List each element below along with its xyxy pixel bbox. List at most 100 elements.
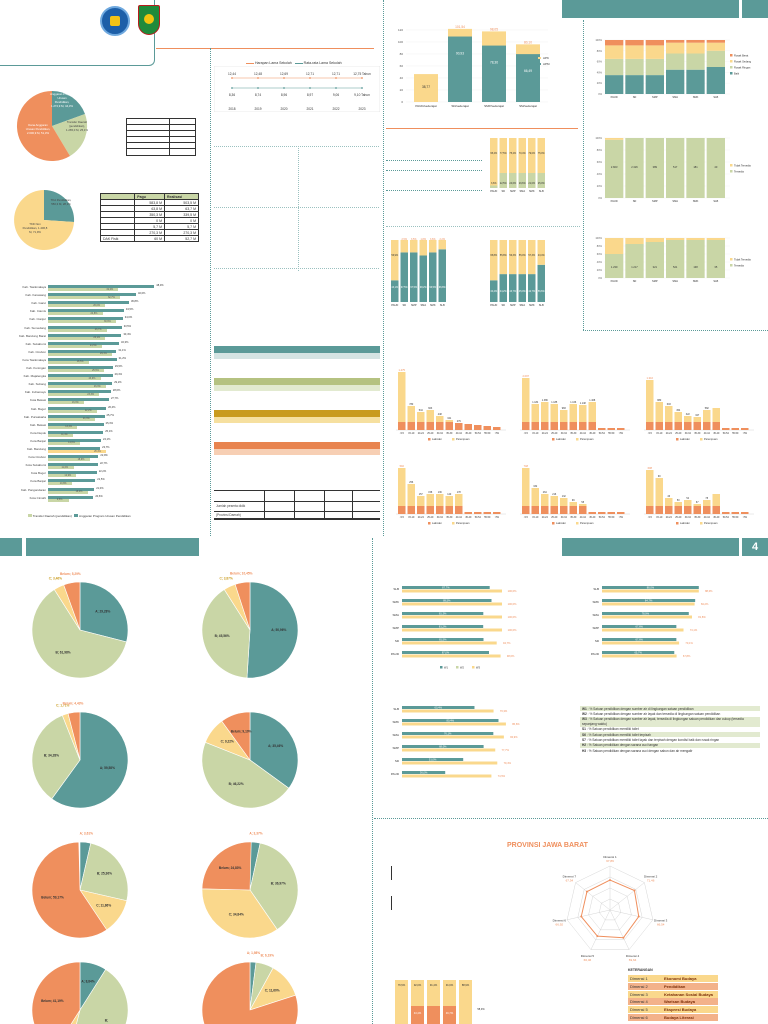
age-bar-male	[741, 428, 749, 430]
hbar-bar-a	[48, 466, 74, 470]
age-chart-5: <15 15-19 20-24 25-29 30-34 35-39 40-44 45-49 50…	[520, 464, 630, 525]
mini-bar-label: 43,4%	[414, 1011, 422, 1015]
hbar-bar-b	[48, 455, 99, 459]
peak-label: 2.097	[523, 374, 530, 378]
segment-label: 40	[714, 165, 717, 169]
age-bar-female	[646, 380, 654, 430]
age-bar-male	[655, 422, 663, 430]
hbar-value-a: 18,9%	[77, 457, 85, 461]
keterangan-desc: Ketahanan Sosial Budaya	[664, 991, 713, 997]
radar-point	[585, 890, 588, 893]
radar-dim-label: Dimensi 7	[563, 875, 577, 879]
hbar-value-b: 36,8%	[130, 300, 139, 304]
legend-swatch	[456, 666, 459, 669]
category-label: SD	[633, 199, 637, 203]
age-tick: 45-49	[589, 432, 596, 435]
segment-label: 521	[673, 265, 678, 269]
hbar-row-label: Kota Banjar	[30, 479, 46, 484]
bar-label: 256	[409, 481, 414, 484]
legend-swatch	[676, 438, 679, 441]
hbar-bar-b	[48, 366, 113, 369]
segment-label: 43,1%	[391, 286, 399, 289]
hbar-bar-a	[48, 320, 116, 324]
age-tick: 25-29	[551, 516, 558, 519]
age-tick: 35-39	[694, 432, 701, 435]
hls-point	[257, 77, 259, 79]
pie-label: C; 9,22%	[221, 739, 234, 743]
category-label: SLB	[539, 303, 544, 307]
age-tick: 35-39	[446, 432, 453, 435]
indicator-notes: W1 : % Satuan pendidikan dengan sumber a…	[580, 706, 760, 754]
stack-segment	[605, 40, 624, 46]
bar-peach	[402, 774, 492, 778]
age-bar-male	[474, 512, 482, 514]
bar-label: 99	[572, 499, 575, 502]
age-tick: 35-39	[694, 516, 701, 519]
mid-left-bar	[26, 538, 199, 556]
segment-label: 3,6%	[491, 182, 497, 185]
hbar-row-label: Kab. Sumedang	[24, 325, 46, 330]
y-tick: 0%	[598, 276, 602, 280]
age-bar-male	[445, 422, 453, 430]
y-tick: 40	[400, 76, 404, 80]
radar-dim-label: Dimensi 2	[644, 875, 658, 879]
age-bar-female	[646, 470, 654, 514]
hbar-value-a: 23,3%	[87, 392, 95, 396]
category-label: SMA	[392, 733, 399, 737]
bar-label: 67,8%	[683, 654, 691, 658]
hbar-row-label: Kab. Tasikmalaya	[22, 285, 46, 289]
hbar-bar-b	[48, 422, 104, 426]
age-bar-female	[522, 378, 530, 430]
bar-teal	[402, 651, 489, 654]
bar-label: 94,7%	[503, 641, 511, 645]
age-bar-female	[579, 405, 587, 430]
category-label: SMP	[392, 746, 399, 750]
age-tick: >59	[495, 516, 500, 519]
category-label: SMK	[392, 600, 399, 604]
year-tick: 2019	[254, 107, 261, 111]
bar-teal	[402, 719, 499, 722]
hbar-row: Kota Tasikmalaya 31,2% 18,5%	[6, 357, 206, 365]
age-bar-male	[531, 506, 539, 514]
hbar-bar-b	[48, 430, 104, 434]
age-bar-female	[436, 494, 444, 514]
pie-anggaran	[16, 90, 88, 161]
category-label: SMP	[510, 303, 516, 307]
hbar-bar-b	[48, 374, 113, 378]
hbar-row: Kab. Subang 29,2% 26,3%	[6, 381, 206, 389]
pie-slice	[67, 711, 81, 761]
stack-segment	[645, 138, 664, 198]
category-label: SMP	[411, 303, 417, 307]
age-tick: 15-19	[408, 516, 415, 519]
bar-label: 46	[667, 495, 670, 498]
age-chart-6: <15 15-19 20-24 25-29 30-34 35-39 40-44 45-49 50…	[644, 466, 754, 525]
stack-segment	[686, 40, 705, 43]
age-bar-male	[560, 506, 568, 514]
note-item: W1 : % Satuan pendidikan dengan sumber a…	[580, 706, 760, 712]
y-tick: 0	[401, 100, 403, 104]
legend-label: Perempuan	[704, 521, 718, 525]
hbar-row-label: Kab. Subang	[28, 382, 46, 387]
segment-label: 21,0%	[528, 182, 536, 185]
pie-label: C; 1,71%	[56, 704, 69, 708]
legend-label: Perempuan	[580, 437, 594, 441]
stack-segment	[400, 252, 408, 302]
regional-emblem	[138, 5, 160, 35]
age-tick: 20-24	[418, 432, 425, 435]
age-tick: 40-44	[704, 516, 711, 519]
hbar-row-label: Kab. Cianjur	[29, 317, 46, 322]
age-bar-male	[398, 422, 406, 430]
bar-label: 78	[705, 497, 708, 500]
legend-swatch	[576, 522, 579, 525]
category-label: SMP/sederajat	[484, 104, 504, 108]
bar-label: 36,0%	[420, 771, 428, 775]
apm-bar	[448, 36, 472, 103]
category-label: SMK	[392, 720, 399, 724]
y-tick: 60%	[597, 60, 603, 64]
hbar-bar-a	[48, 328, 107, 332]
segment-label: 56,3%	[509, 254, 517, 257]
stack-segment	[605, 58, 624, 76]
pie-slice	[31, 841, 108, 939]
stack-segment	[438, 249, 446, 302]
stack-segment	[391, 240, 399, 281]
